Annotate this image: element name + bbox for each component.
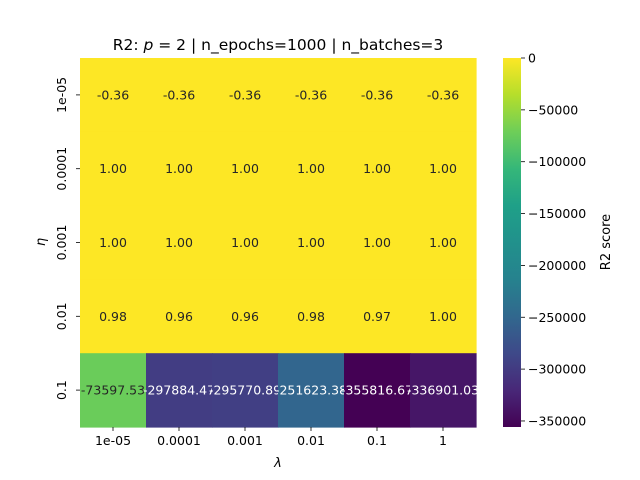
- colorbar-tick-label: −150000: [528, 206, 586, 221]
- colorbar-tick-label: −200000: [528, 258, 586, 273]
- heatmap-cell: [410, 131, 477, 207]
- x-tick-label: 0.1: [367, 433, 387, 448]
- heatmap-cell: [80, 58, 147, 133]
- heatmap-cell: [212, 353, 279, 428]
- heatmap-cell: [212, 58, 279, 133]
- heatmap-cell: [146, 205, 213, 280]
- cell-label: -251623.38: [275, 383, 347, 398]
- heatmap-cell: [410, 205, 477, 280]
- heatmap-cell: [278, 353, 345, 428]
- colorbar-tick-label: −100000: [528, 154, 586, 169]
- cell-label: 1.00: [99, 161, 127, 176]
- colorbar-label: R2 score: [599, 214, 614, 270]
- cell-label: -0.36: [361, 87, 393, 102]
- cell-label: 0.98: [99, 309, 127, 324]
- cell-label: 1.00: [165, 161, 193, 176]
- chart-title: R2: p = 2 | n_epochs=1000 | n_batches=3: [113, 36, 444, 55]
- cell-label: 1.00: [429, 235, 457, 250]
- heatmap-cell: [212, 131, 279, 207]
- cell-label: -295770.89: [209, 383, 281, 398]
- colorbar-ticks: 0 −50000 −100000 −150000 −200000 −250000 −3000…: [521, 51, 586, 428]
- heatmap-cell: [146, 353, 213, 428]
- heatmap-cell: [146, 279, 213, 354]
- cell-label: 1.00: [297, 235, 325, 250]
- x-tick-label: 0.01: [297, 433, 325, 448]
- cell-label: -0.36: [427, 87, 459, 102]
- x-tick-label: 0.0001: [157, 433, 201, 448]
- colorbar-tick-label: 0: [528, 51, 536, 66]
- heatmap-cell: [410, 58, 477, 133]
- cell-label: -336901.03: [407, 383, 479, 398]
- x-axis-label: λ: [273, 456, 282, 471]
- colorbar-tick-label: −50000: [528, 102, 578, 117]
- heatmap-cell: [344, 353, 411, 428]
- cell-label: 1.00: [231, 235, 259, 250]
- cell-label: 1.00: [99, 235, 127, 250]
- cell-label: -0.36: [163, 87, 195, 102]
- heatmap-cell: [80, 279, 147, 354]
- cell-label: -297884.47: [143, 383, 215, 398]
- cell-label: 1.00: [363, 161, 391, 176]
- heatmap-cells: -0.36 -0.36 -0.36 -0.36 -0.36 -0.36 1.00 1.00 1.…: [80, 58, 479, 428]
- heatmap-cell: [80, 205, 147, 280]
- cell-label: -73597.53: [81, 383, 145, 398]
- heatmap-cell: [278, 279, 345, 354]
- colorbar-tick-label: −250000: [528, 310, 586, 325]
- cell-label: -0.36: [229, 87, 261, 102]
- cell-label: 1.00: [231, 161, 259, 176]
- x-tick-label: 0.001: [227, 433, 263, 448]
- cell-label: 0.96: [231, 309, 259, 324]
- cell-label: -0.36: [295, 87, 327, 102]
- heatmap-cell: [80, 353, 147, 428]
- cell-label: 1.00: [363, 235, 391, 250]
- heatmap-cell: [344, 279, 411, 354]
- cell-label: 0.97: [363, 309, 391, 324]
- y-axis-ticks: 1e-05 0.0001 0.001 0.01 0.1: [54, 77, 80, 400]
- cell-label: -355816.67: [341, 383, 413, 398]
- y-tick-label: 1e-05: [54, 77, 69, 113]
- heatmap-cell: [146, 58, 213, 133]
- heatmap-cell: [278, 58, 345, 133]
- x-tick-label: 1e-05: [95, 433, 131, 448]
- heatmap-cell: [344, 58, 411, 133]
- cell-label: 1.00: [429, 161, 457, 176]
- y-tick-label: 0.001: [54, 225, 69, 261]
- colorbar-tick-label: −300000: [528, 362, 586, 377]
- heatmap-cell: [344, 131, 411, 207]
- heatmap-cell: [212, 205, 279, 280]
- heatmap-cell: [146, 131, 213, 207]
- colorbar-tick-label: −350000: [528, 413, 586, 428]
- heatmap-cell: [278, 205, 345, 280]
- heatmap-cell: [344, 205, 411, 280]
- heatmap-cell: [410, 353, 477, 428]
- y-tick-label: 0.01: [54, 302, 69, 330]
- cell-label: 1.00: [165, 235, 193, 250]
- heatmap-cell: [212, 279, 279, 354]
- cell-label: 1.00: [297, 161, 325, 176]
- x-axis-ticks: 1e-05 0.0001 0.001 0.01 0.1 1: [95, 427, 447, 448]
- x-tick-label: 1: [439, 433, 447, 448]
- heatmap-cell: [80, 131, 147, 207]
- heatmap-cell: [410, 279, 477, 354]
- heatmap-cell: [278, 131, 345, 207]
- y-tick-label: 0.0001: [54, 147, 69, 191]
- y-tick-label: 0.1: [54, 380, 69, 400]
- y-axis-label: η: [34, 238, 49, 246]
- cell-label: 0.96: [165, 309, 193, 324]
- colorbar: [503, 58, 521, 427]
- cell-label: 0.98: [297, 309, 325, 324]
- cell-label: -0.36: [97, 87, 129, 102]
- cell-label: 1.00: [429, 309, 457, 324]
